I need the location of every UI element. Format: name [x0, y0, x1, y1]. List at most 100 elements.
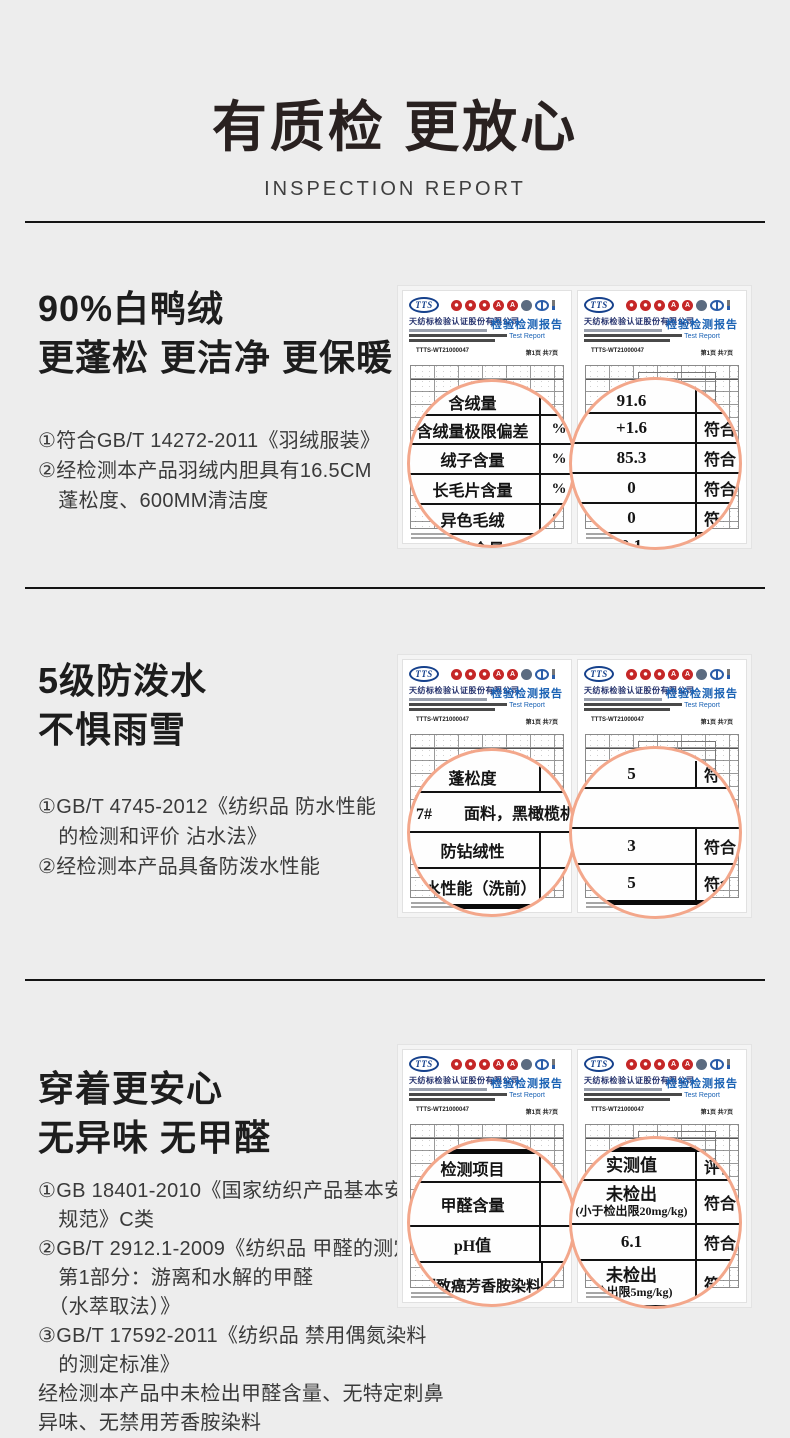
- report-no: TTTS-WT21000047: [591, 1107, 645, 1113]
- zoom-row-label: 甲醛含量: [440, 1198, 505, 1215]
- fine-print-line: [409, 334, 507, 337]
- page-header: 有质检 更放心 INSPECTION REPORT: [0, 82, 790, 201]
- tts-logo: TTS: [584, 1056, 614, 1072]
- report-no: TTTS-WT21000047: [416, 348, 470, 354]
- section-heading-line1: 穿着更安心: [38, 1068, 224, 1109]
- ilac-stamp-icon: [696, 299, 707, 311]
- section-notes: ①符合GB/T 14272-2011《羽绒服装》 ②经检测本产品羽绒内胆具有16…: [38, 430, 381, 512]
- fine-print-line: [584, 1093, 682, 1096]
- divider: [25, 221, 765, 223]
- cert-stamp-a-icon: [507, 668, 518, 680]
- zoom-row-label: 异色毛绒: [440, 513, 505, 530]
- certification-stamps: [451, 668, 555, 680]
- cnas-stamp-icon: [535, 299, 549, 311]
- ilac-stamp-icon: [521, 1058, 532, 1070]
- fine-print-line: [409, 1098, 495, 1101]
- cert-stamp-icon: [465, 668, 476, 680]
- certification-stamps: [626, 668, 730, 680]
- fine-print-line: [584, 698, 662, 701]
- cert-stamp-a-icon: [493, 668, 504, 680]
- page-no: 第1页 共7页: [525, 351, 558, 357]
- zoom-row-label: 检测项目: [440, 1161, 505, 1179]
- cert-stamp-a-icon: [668, 299, 679, 311]
- page-no: 第1页 共7页: [525, 720, 558, 726]
- cert-stamp-a-icon: [682, 299, 693, 311]
- section-heading-line1: 5级防泼水: [38, 660, 208, 701]
- report-no: TTTS-WT21000047: [591, 348, 645, 354]
- report-card: TTS 天纺标检验认证股份有限公司 检验检测报告: [398, 1045, 751, 1309]
- cert-stamp-icon: [451, 668, 462, 680]
- mark-tail-icon: [727, 300, 730, 310]
- fine-print-line: [584, 703, 682, 706]
- cert-stamp-a-icon: [682, 1058, 693, 1070]
- zoom-row-value: 91.6: [616, 391, 647, 411]
- magnifier-left: 含绒量 含绒量极限偏差% 绒子含量% 长毛片含量% 异色毛绒% 鹅毛含量: [407, 379, 576, 548]
- zoom-row-value: +1.6: [616, 418, 647, 438]
- section-heading-line2: 更蓬松 更洁净 更保暖: [38, 337, 394, 378]
- zoom-row-value: 6.1: [620, 1232, 643, 1252]
- zoom-row-value: 实测值: [606, 1155, 657, 1175]
- ilac-stamp-icon: [521, 668, 532, 680]
- section-heading: 90%白鸭绒 更蓬松 更洁净 更保暖: [38, 284, 393, 382]
- report-title: 检验检测报告 Test Report: [491, 1078, 563, 1099]
- report-no: TTTS-WT21000047: [416, 1107, 470, 1113]
- fine-print-line: [409, 1093, 507, 1096]
- cert-stamp-a-icon: [682, 668, 693, 680]
- company-name: 天纺标检验认证股份有限公司: [584, 686, 695, 695]
- tts-logo: TTS: [409, 1056, 439, 1072]
- mark-tail-icon: [727, 1059, 730, 1069]
- mark-tail-icon: [552, 669, 555, 679]
- zoom-row-label: pH值: [453, 1238, 492, 1255]
- report-card: TTS 天纺标检验认证股份有限公司 检验检测报告: [398, 655, 751, 919]
- tts-logo: TTS: [409, 297, 439, 313]
- cert-stamp-icon: [626, 668, 637, 680]
- page-no: 第1页 共7页: [700, 720, 733, 726]
- mark-tail-icon: [552, 1059, 555, 1069]
- cert-stamp-a-icon: [668, 1058, 679, 1070]
- mark-tail-icon: [552, 300, 555, 310]
- cert-stamp-icon: [465, 1058, 476, 1070]
- company-name: 天纺标检验认证股份有限公司: [409, 317, 520, 326]
- magnifier-right: 5 符合 3 符合 5 符合: [569, 746, 742, 919]
- page-no: 第1页 共7页: [700, 1110, 733, 1116]
- zoom-row-label: 防水性能（洗前）: [408, 880, 537, 898]
- zoom-row-label: 7# 面料，黑橄榄机织: [416, 806, 576, 823]
- fine-print-line: [584, 334, 682, 337]
- cert-stamp-icon: [654, 668, 665, 680]
- report-no: TTTS-WT21000047: [416, 717, 470, 723]
- cert-stamp-icon: [640, 1058, 651, 1070]
- fine-print-line: [409, 708, 495, 711]
- magnifier-left: 蓬松度 7# 面料，黑橄榄机织 防钻绒性 防水性能（洗前）: [407, 748, 576, 917]
- magnifier-right: 实测值 评价 未检出 (小于检出限20mg/kg) 符合 6.1 符合 未检出 (检出限5…: [569, 1136, 742, 1309]
- cert-stamp-icon: [451, 299, 462, 311]
- cert-stamp-a-icon: [507, 299, 518, 311]
- report-title: 检验检测报告 Test Report: [491, 319, 563, 340]
- page-subtitle: INSPECTION REPORT: [264, 178, 526, 200]
- zoom-row-value: 85.3: [616, 448, 647, 468]
- cnas-stamp-icon: [535, 1058, 549, 1070]
- magnifier-left: 检测项目 甲醛含量 pH值 分解致癌芳香胺染料: [407, 1138, 576, 1307]
- cert-stamp-icon: [479, 299, 490, 311]
- cert-stamp-icon: [479, 668, 490, 680]
- cert-stamp-icon: [640, 299, 651, 311]
- certification-stamps: [626, 1058, 730, 1070]
- fine-print-line: [409, 329, 487, 332]
- zoom-row-value: 3: [627, 836, 636, 856]
- tts-logo: TTS: [584, 666, 614, 682]
- section-notes: ①GB/T 4745-2012《纺织品 防水性能 的检测和评价 沾水法》 ②经检…: [38, 796, 377, 878]
- ilac-stamp-icon: [521, 299, 532, 311]
- cnas-stamp-icon: [710, 1058, 724, 1070]
- tts-logo: TTS: [584, 297, 614, 313]
- page-no: 第1页 共7页: [525, 1110, 558, 1116]
- zoom-row-value: 5: [627, 764, 636, 784]
- cert-stamp-icon: [479, 1058, 490, 1070]
- mark-tail-icon: [727, 669, 730, 679]
- section-heading-line1: 90%白鸭绒: [38, 288, 225, 329]
- fine-print-line: [409, 1088, 487, 1091]
- certification-stamps: [626, 299, 730, 311]
- section-heading: 5级防泼水 不惧雨雪: [38, 656, 207, 754]
- fine-print-line: [584, 339, 670, 342]
- certification-stamps: [451, 299, 555, 311]
- zoom-row-label: 含绒量极限偏差: [416, 423, 529, 441]
- cnas-stamp-icon: [710, 299, 724, 311]
